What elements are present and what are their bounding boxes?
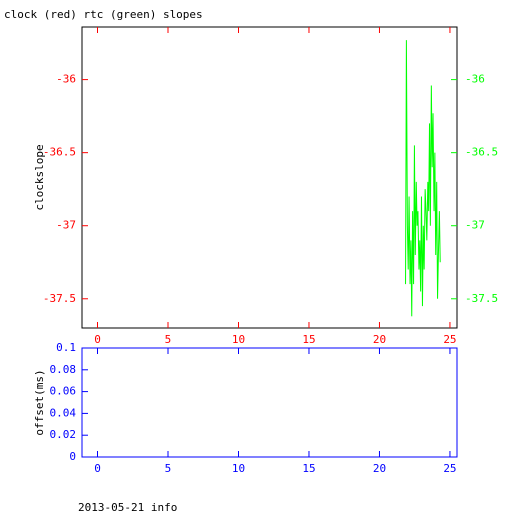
y2-tick-label: -37.5: [465, 292, 498, 305]
x-tick-label: 5: [165, 333, 172, 346]
y-tick-label: 0.06: [50, 385, 77, 398]
x-tick-label: 5: [165, 462, 172, 475]
y-tick-label: 0: [69, 450, 76, 463]
x-tick-label: 0: [94, 462, 101, 475]
y2-tick-label: -36.5: [465, 146, 498, 159]
x-tick-label: 25: [443, 333, 456, 346]
y2-tick-label: -36: [465, 73, 485, 86]
data-line: [405, 40, 441, 317]
plot-frame: [81, 347, 458, 458]
y-axis-label: offset(ms): [33, 369, 46, 435]
x-tick-label: 15: [302, 462, 315, 475]
x-tick-label: 20: [373, 333, 386, 346]
x-tick-label: 10: [232, 333, 245, 346]
x-tick-label: 10: [232, 462, 245, 475]
y-tick-label: 0.1: [56, 341, 76, 354]
y2-tick-label: -37: [465, 219, 485, 232]
y-axis-label: clockslope: [33, 144, 46, 210]
y-tick-label: 0.08: [50, 363, 77, 376]
x-tick-label: 20: [373, 462, 386, 475]
y-tick-label: 0.02: [50, 428, 77, 441]
y-tick-label: -36: [56, 73, 76, 86]
x-tick-label: 0: [94, 333, 101, 346]
x-tick-label: 25: [443, 462, 456, 475]
y-tick-label: -36.5: [43, 146, 76, 159]
chart-title: clock (red) rtc (green) slopes: [4, 8, 203, 21]
plot-frame: [81, 26, 458, 329]
y-tick-label: 0.04: [50, 406, 77, 419]
footer: 2013-05-21 info: [78, 501, 177, 512]
y-tick-label: -37: [56, 219, 76, 232]
x-tick-label: 15: [302, 333, 315, 346]
y-tick-label: -37.5: [43, 292, 76, 305]
